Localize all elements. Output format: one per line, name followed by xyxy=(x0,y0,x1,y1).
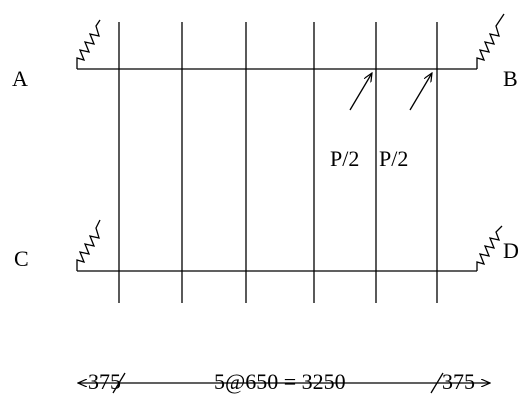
dim-label: 375 xyxy=(88,369,121,394)
load-arrow xyxy=(409,73,432,111)
dim-tick xyxy=(430,372,444,394)
dim-label: 5@650 = 3250 xyxy=(214,369,346,394)
dim-tick xyxy=(112,372,126,394)
load-label: P/2 xyxy=(330,146,359,171)
grid xyxy=(77,22,477,303)
load-label: P/2 xyxy=(379,146,408,171)
label: B xyxy=(503,66,518,91)
load-arrow xyxy=(349,73,372,111)
dim-label: 375 xyxy=(442,369,475,394)
dimension xyxy=(78,372,490,394)
spring xyxy=(476,13,505,69)
springs xyxy=(76,13,505,271)
label: A xyxy=(12,66,28,91)
spring xyxy=(76,219,101,271)
label: D xyxy=(503,238,519,263)
spring xyxy=(476,225,503,271)
label: C xyxy=(14,246,29,271)
spring xyxy=(76,19,101,69)
